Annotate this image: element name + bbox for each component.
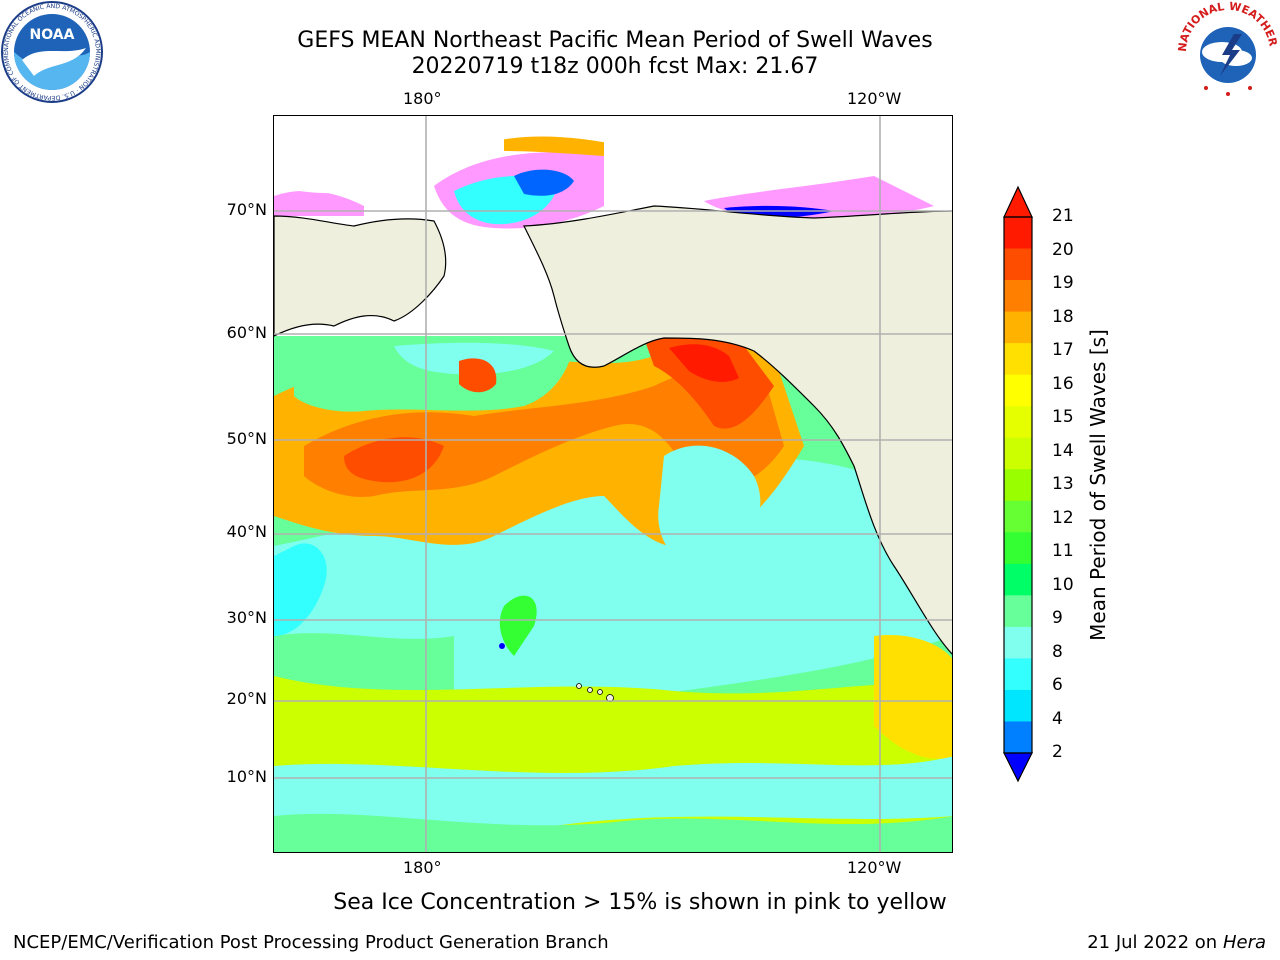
colorbar-cell	[1004, 374, 1032, 407]
colorbar-cell	[1004, 658, 1032, 691]
colorbar-cell	[1004, 343, 1032, 376]
colorbar-cell	[1004, 721, 1032, 754]
colorbar-cell	[1004, 437, 1032, 470]
colorbar-cell	[1004, 280, 1032, 313]
noaa-logo: NATIONAL OCEANIC AND ATMOSPHERIC ADMINIS…	[0, 0, 103, 103]
north-america-land	[523, 205, 952, 655]
colorbar-tick-label: 14	[1052, 440, 1074, 461]
footer-date: 21 Jul 2022 on Hera	[1087, 932, 1266, 953]
map-gridlines	[274, 116, 952, 852]
colorbar-tick-label: 18	[1052, 306, 1074, 327]
island-blue-spot	[499, 643, 505, 649]
colorbar-cell	[1004, 406, 1032, 439]
west-cyan-patch	[274, 543, 327, 636]
footer-date-text: 21 Jul 2022 on	[1087, 932, 1223, 953]
chart-subtitle: 20220719 t18z 000h fcst Max: 21.67	[411, 54, 819, 79]
lat-label-20n: 20°N	[226, 689, 267, 708]
colorbar-extend-bottom	[1003, 752, 1033, 783]
colorbar-cell	[1004, 532, 1032, 565]
swell-period-map	[274, 116, 952, 852]
gulf-alaska-deep-red	[669, 344, 739, 382]
colorbar-label: Mean Period of Swell Waves [s]	[1086, 329, 1110, 641]
bering-red-patch	[459, 358, 497, 393]
colorbar-cell	[1004, 563, 1032, 596]
colorbar-tick-label: 20	[1052, 239, 1074, 260]
baja-yellow	[874, 635, 952, 759]
footer-host: Hera	[1222, 932, 1266, 953]
colorbar-cell	[1004, 469, 1032, 502]
colorbar-tick-label: 9	[1052, 608, 1063, 628]
lat-label-30n: 30°N	[226, 608, 267, 627]
colorbar	[1003, 185, 1033, 783]
sea-ice-caption: Sea Ice Concentration > 15% is shown in …	[333, 890, 947, 915]
noaa-logo-text: NOAA	[30, 27, 75, 43]
footer-branch: NCEP/EMC/Verification Post Processing Pr…	[13, 932, 609, 953]
colorbar-tick-label: 4	[1052, 708, 1063, 729]
lat-label-50n: 50°N	[226, 429, 267, 448]
tropics-green-strip	[274, 813, 952, 852]
lon-label-bottom-180: 180°	[403, 858, 442, 877]
colorbar-tick-label: 6	[1052, 675, 1063, 695]
lon-label-top-120w: 120°W	[847, 89, 902, 108]
colorbar-extend-top	[1003, 185, 1033, 218]
hawaii-island-3	[597, 689, 603, 695]
colorbar-outline	[1003, 216, 1033, 754]
lat-label-70n: 70°N	[226, 200, 267, 219]
map-panel	[273, 115, 953, 853]
hawaii-green-patch	[499, 595, 537, 656]
colorbar-tick-label: 19	[1052, 273, 1074, 293]
central-cyan-pool	[658, 445, 761, 567]
colorbar-tick-label: 2	[1052, 742, 1063, 762]
colorbar-cell	[1004, 500, 1032, 533]
lon-label-top-180: 180°	[403, 89, 442, 108]
colorbar-tick-label: 13	[1052, 474, 1074, 494]
lat-label-40n: 40°N	[226, 522, 267, 541]
lat-label-10n: 10°N	[226, 767, 267, 786]
colorbar-tick-label: 21	[1052, 206, 1074, 226]
arctic-white	[274, 116, 952, 194]
arctic-ice-west	[274, 190, 364, 216]
hawaii-island-1	[576, 683, 582, 689]
nws-logo: NATIONAL WEATHER SERVICE	[1176, 0, 1280, 102]
chukchi-blue	[514, 169, 574, 196]
colorbar-tick-label: 17	[1052, 340, 1074, 360]
siberia-land	[274, 215, 447, 337]
colorbar-cell	[1004, 248, 1032, 281]
lat-label-60n: 60°N	[226, 323, 267, 342]
chart-title: GEFS MEAN Northeast Pacific Mean Period …	[297, 28, 933, 53]
colorbar-tick-label: 15	[1052, 407, 1074, 427]
colorbar-cell	[1004, 689, 1032, 722]
colorbar-tick-label: 8	[1052, 641, 1063, 662]
lon-label-bottom-120w: 120°W	[847, 858, 902, 877]
colorbar-tick-label: 11	[1052, 541, 1074, 561]
tropics-cyan-strip	[274, 756, 952, 829]
colorbar-tick-label: 16	[1052, 373, 1074, 394]
colorbar-cell	[1004, 311, 1032, 344]
colorbar-cell	[1004, 595, 1032, 628]
colorbar-tick-label: 10	[1052, 574, 1074, 595]
hawaii-island-2	[587, 687, 593, 693]
colorbar-cell	[1004, 217, 1032, 250]
colorbar-cell	[1004, 626, 1032, 659]
colorbar-tick-label: 12	[1052, 507, 1074, 528]
n-pacific-red-patch	[344, 437, 444, 483]
gulf-alaska-red	[644, 333, 774, 429]
